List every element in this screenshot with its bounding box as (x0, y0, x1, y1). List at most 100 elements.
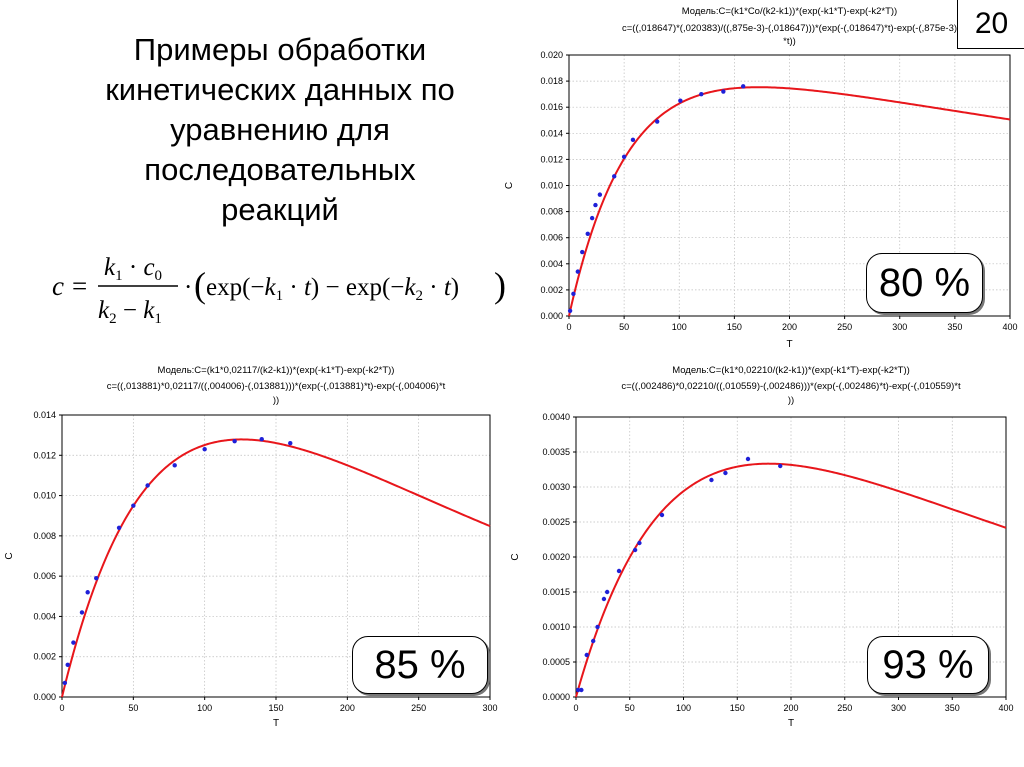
data-point (597, 192, 603, 197)
data-point (571, 291, 576, 297)
y-tick-label: 0.016 (540, 102, 563, 112)
x-tick-label: 150 (730, 703, 745, 713)
data-point (612, 174, 617, 179)
data-point (593, 202, 598, 208)
data-point (745, 456, 751, 462)
y-tick-label: 0.0015 (542, 587, 570, 597)
y-tick-label: 0.020 (540, 50, 563, 60)
y-tick-label: 0.004 (33, 611, 56, 621)
data-point (94, 575, 99, 581)
y-axis-label: C (510, 553, 521, 560)
data-point (71, 640, 76, 645)
data-point (172, 463, 177, 468)
x-tick-label: 0 (566, 322, 571, 332)
data-point (659, 512, 665, 518)
chart-title: Модель:C=(k1*0,02117/(k2-k1))*(exp(-k1*T… (158, 365, 395, 376)
correlation-badge: 80 % (866, 253, 983, 313)
y-tick-label: 0.008 (33, 531, 56, 541)
data-point (709, 477, 714, 483)
y-tick-label: 0.018 (540, 76, 563, 86)
data-point (621, 154, 627, 159)
chart-top-right: Модель:C=(k1*Co/(k2-k1))*(exp(-k1*T)-exp… (504, 6, 1018, 350)
x-tick-label: 0 (573, 703, 578, 713)
x-tick-label: 300 (892, 322, 907, 332)
svg-text:k2 − k1: k2 − k1 (98, 297, 162, 327)
x-tick-label: 50 (619, 322, 629, 332)
data-point (575, 269, 581, 274)
data-point (778, 463, 783, 469)
data-point (116, 525, 122, 530)
y-tick-label: 0.002 (33, 652, 56, 662)
data-point (637, 540, 642, 546)
x-axis-label: T (788, 718, 794, 729)
x-tick-label: 150 (268, 703, 283, 713)
y-tick-label: 0.012 (33, 450, 56, 460)
data-point (740, 84, 746, 89)
x-tick-label: 200 (783, 703, 798, 713)
x-tick-label: 200 (782, 322, 797, 332)
x-tick-label: 50 (625, 703, 635, 713)
plot-frame (568, 54, 1011, 317)
chart-subtitle-continued: *t)) (783, 36, 796, 47)
x-tick-label: 350 (945, 703, 960, 713)
y-tick-label: 0.0020 (542, 552, 570, 562)
fit-curve (568, 86, 1011, 317)
data-point (65, 662, 70, 667)
x-tick-label: 100 (676, 703, 691, 713)
chart-title: Модель:C=(k1*Co/(k2-k1))*(exp(-k1*T)-exp… (682, 6, 897, 17)
chart-bottom-right: Модель:C=(k1*0,02210/(k2-k1))*(exp(-k1*T… (510, 365, 1014, 729)
svg-text:k1 · c0: k1 · c0 (104, 254, 162, 284)
data-point (591, 638, 596, 644)
y-tick-label: 0.006 (540, 233, 563, 243)
data-point (580, 249, 585, 255)
correlation-badge: 93 % (867, 636, 989, 694)
correlation-badge: 85 % (352, 636, 488, 694)
chart-subtitle-continued: )) (788, 395, 794, 406)
x-tick-label: 400 (1002, 322, 1017, 332)
y-tick-label: 0.0000 (542, 692, 570, 702)
x-tick-label: 150 (727, 322, 742, 332)
x-tick-label: 200 (340, 703, 355, 713)
y-tick-label: 0.006 (33, 571, 56, 581)
x-tick-label: 0 (59, 703, 64, 713)
data-point (145, 483, 150, 488)
y-tick-label: 0.0010 (542, 622, 570, 632)
chart-subtitle-continued: )) (273, 395, 279, 406)
data-point (579, 687, 584, 693)
chart-subtitle: c=((,013881)*0,02117/((,004006)-(,013881… (107, 381, 446, 392)
y-tick-label: 0.0025 (542, 517, 570, 527)
y-tick-label: 0.0035 (542, 447, 570, 457)
title-line: уравнению для (170, 112, 390, 147)
x-axis-label: T (273, 718, 279, 729)
data-point (589, 215, 595, 221)
slide-number: 20 (957, 0, 1024, 49)
slide-title: Примеры обработки кинетических данных по… (40, 30, 520, 230)
title-line: Примеры обработки (133, 32, 427, 67)
data-point (632, 547, 638, 553)
data-point (723, 470, 728, 476)
y-tick-label: 0.012 (540, 154, 563, 164)
y-tick-label: 0.0005 (542, 657, 570, 667)
data-point (699, 91, 704, 97)
data-point (131, 503, 136, 508)
data-point (678, 98, 683, 103)
data-point (85, 590, 90, 595)
chart-title: Модель:C=(k1*0,02210/(k2-k1))*(exp(-k1*T… (672, 365, 910, 376)
data-point (585, 231, 590, 236)
plot-frame (575, 416, 1007, 698)
data-point (655, 119, 660, 124)
title-line: реакций (221, 192, 339, 227)
y-tick-label: 0.004 (540, 259, 563, 269)
chart-subtitle: c=((,002486)*0,02210/((,010559)-(,002486… (621, 381, 961, 392)
fit-curve (575, 462, 1007, 698)
data-point (575, 687, 581, 693)
svg-text:): ) (494, 265, 506, 305)
svg-text:·: · (184, 274, 192, 301)
x-tick-label: 250 (411, 703, 426, 713)
y-tick-label: 0.010 (33, 491, 56, 501)
data-point (721, 89, 726, 94)
x-tick-label: 350 (947, 322, 962, 332)
y-tick-label: 0.0040 (542, 412, 570, 422)
y-tick-label: 0.010 (540, 181, 563, 191)
y-tick-label: 0.008 (540, 207, 563, 217)
